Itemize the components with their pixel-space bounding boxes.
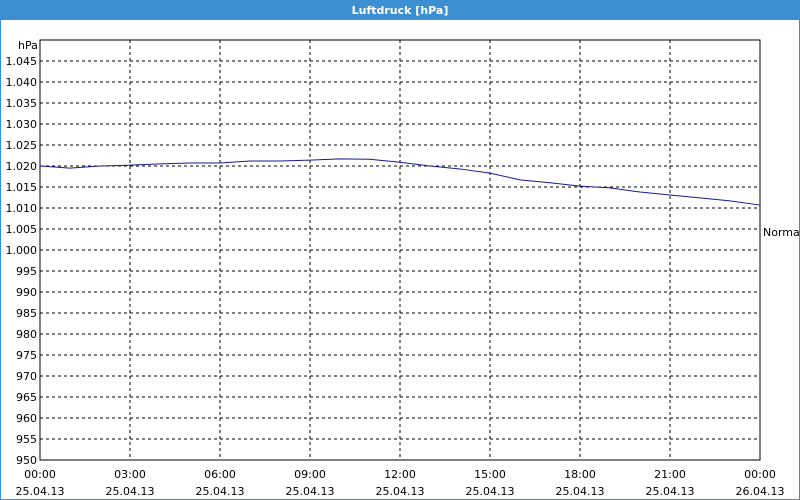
x-tick-label: 03:00 — [114, 468, 146, 481]
x-tick-label: 12:00 — [384, 468, 416, 481]
y-tick-label: 955 — [16, 433, 37, 446]
y-tick-label: 1.025 — [6, 139, 38, 152]
y-tick-label: 1.010 — [6, 202, 38, 215]
x-tick-date: 25.04.13 — [106, 485, 155, 498]
title-bar: Luftdruck [hPa] — [1, 1, 799, 20]
data-line — [39, 158, 761, 206]
y-tick-label: 990 — [16, 286, 37, 299]
y-tick-label: 985 — [16, 307, 37, 320]
y-tick-label: 1.015 — [6, 181, 38, 194]
y-tick-label: 975 — [16, 349, 37, 362]
y-tick-label: 980 — [16, 328, 37, 341]
x-tick-date: 25.04.13 — [376, 485, 425, 498]
annotation: Normal — [763, 226, 800, 239]
y-tick-label: 950 — [16, 454, 37, 467]
x-tick-label: 00:00 — [744, 468, 776, 481]
y-tick-label: 1.000 — [6, 244, 38, 257]
x-tick-date: 25.04.13 — [16, 485, 65, 498]
x-tick-label: 18:00 — [564, 468, 596, 481]
x-tick-date: 25.04.13 — [466, 485, 515, 498]
x-tick-label: 06:00 — [204, 468, 236, 481]
x-tick-label: 00:00 — [24, 468, 56, 481]
y-tick-label: 965 — [16, 391, 37, 404]
y-tick-label: 1.030 — [6, 118, 38, 131]
y-tick-label: 1.005 — [6, 223, 38, 236]
x-tick-date: 25.04.13 — [646, 485, 695, 498]
y-axis-label: hPa — [18, 39, 38, 52]
x-tick-date: 25.04.13 — [556, 485, 605, 498]
x-tick-date: 26.04.13 — [736, 485, 785, 498]
y-tick-label: 1.020 — [6, 160, 38, 173]
x-tick-date: 25.04.13 — [196, 485, 245, 498]
y-tick-label: 1.045 — [6, 55, 38, 68]
x-tick-label: 21:00 — [654, 468, 686, 481]
y-tick-label: 960 — [16, 412, 37, 425]
y-tick-label: 1.040 — [6, 76, 38, 89]
x-tick-label: 09:00 — [294, 468, 326, 481]
x-tick-date: 25.04.13 — [286, 485, 335, 498]
y-tick-label: 1.035 — [6, 97, 38, 110]
y-tick-label: 970 — [16, 370, 37, 383]
x-tick-label: 15:00 — [474, 468, 506, 481]
y-tick-label: 995 — [16, 265, 37, 278]
